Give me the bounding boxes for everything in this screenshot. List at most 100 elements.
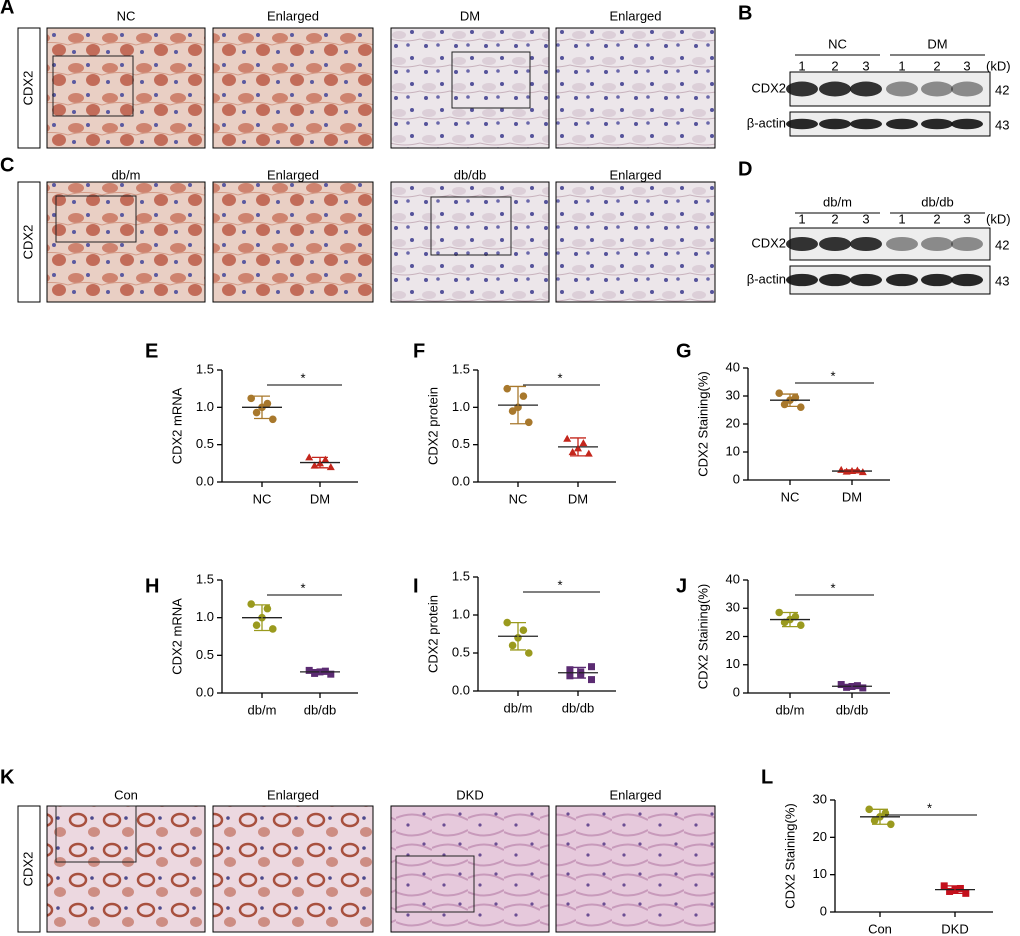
point [269, 625, 277, 633]
band [951, 236, 983, 252]
band [786, 81, 818, 97]
y-tick-label: 1.0 [196, 609, 214, 624]
x-tick-label: db/db [836, 702, 869, 717]
y-axis-label: CDX2 Staining(%) [782, 803, 797, 909]
inset-box [55, 805, 137, 863]
micrograph [212, 27, 374, 149]
point [503, 618, 512, 627]
point [311, 669, 319, 677]
y-tick-label: 1.0 [452, 399, 470, 414]
inset-box [395, 855, 475, 913]
y-tick-label: 30 [726, 600, 740, 615]
lane-number: 1 [798, 211, 805, 226]
point [797, 403, 805, 412]
x-tick-label: DM [568, 491, 588, 506]
group-label: db/m [823, 194, 852, 209]
y-tick-label: 0 [733, 684, 740, 699]
panel-letter: K [0, 766, 15, 788]
y-axis-label: CDX2 Staining(%) [695, 584, 710, 690]
panel-letter: A [0, 0, 14, 18]
panel-letter: H [145, 575, 159, 597]
y-tick-label: 0 [733, 471, 740, 486]
error-bar [570, 666, 586, 679]
point [252, 408, 261, 417]
band [921, 81, 953, 97]
panel-letter: F [413, 340, 425, 362]
micrograph [390, 805, 550, 933]
lane-number: 3 [862, 58, 869, 73]
lane-number: 3 [963, 58, 970, 73]
micrograph [390, 27, 550, 149]
row-label: CDX2 [20, 71, 35, 106]
micrograph [555, 805, 716, 933]
point [568, 448, 577, 456]
unit: (kD) [986, 58, 1011, 73]
point [837, 681, 845, 689]
band-kd: 43 [995, 117, 1009, 132]
point [865, 805, 873, 814]
inset-box [430, 196, 512, 256]
row-label-box [17, 181, 41, 303]
x-tick-label: Con [868, 921, 892, 936]
image-title: Enlarged [609, 167, 661, 182]
x-tick-label: db/db [562, 700, 595, 715]
image-title: Enlarged [267, 167, 319, 182]
panel-letter: G [676, 340, 692, 362]
point [588, 663, 595, 671]
band [951, 273, 983, 287]
image-title: db/m [112, 167, 141, 182]
image-title: Enlarged [267, 8, 319, 23]
point [775, 608, 783, 617]
y-tick-label: 1.5 [452, 361, 470, 376]
point [577, 668, 585, 676]
point [940, 882, 948, 890]
x-tick-label: NC [509, 491, 528, 506]
point [563, 434, 572, 442]
image-title: DKD [456, 787, 483, 802]
x-tick-label: NC [253, 491, 272, 506]
y-tick-label: 0.5 [452, 436, 470, 451]
significance: * [830, 368, 835, 383]
significance: * [927, 800, 932, 815]
y-tick-label: 1.5 [196, 361, 214, 376]
band-name: CDX2 [751, 235, 786, 250]
band [921, 118, 953, 130]
image-title: NC [117, 8, 136, 23]
y-tick-label: 0.0 [196, 684, 214, 699]
band [819, 236, 851, 252]
point [579, 439, 588, 447]
significance: * [557, 370, 562, 385]
x-tick-label: db/m [248, 702, 277, 717]
x-tick-label: DM [842, 489, 862, 504]
lane-number: 1 [898, 211, 905, 226]
band-kd: 42 [995, 82, 1009, 97]
y-tick-label: 40 [726, 359, 740, 374]
band [921, 273, 953, 287]
lane-number: 2 [831, 58, 838, 73]
point [252, 621, 261, 629]
y-tick-label: 20 [813, 829, 827, 844]
y-tick-label: 30 [813, 791, 827, 806]
point [887, 820, 895, 829]
point [881, 809, 890, 817]
y-tick-label: 0.0 [452, 473, 470, 488]
point [588, 676, 595, 684]
y-tick-label: 1.5 [452, 568, 470, 583]
point [263, 604, 272, 613]
point [503, 384, 512, 393]
y-axis-label: CDX2 mRNA [169, 387, 184, 464]
band-name: β-actin [747, 115, 786, 130]
point [775, 389, 783, 398]
point [321, 667, 329, 675]
point [519, 392, 528, 400]
error-bar [254, 604, 270, 632]
lane-number: 2 [933, 58, 940, 73]
band [786, 236, 818, 252]
y-tick-label: 20 [726, 628, 740, 643]
image-title: Con [114, 787, 138, 802]
error-bar [872, 808, 888, 825]
point [791, 612, 800, 621]
panel-letter: J [676, 575, 687, 597]
